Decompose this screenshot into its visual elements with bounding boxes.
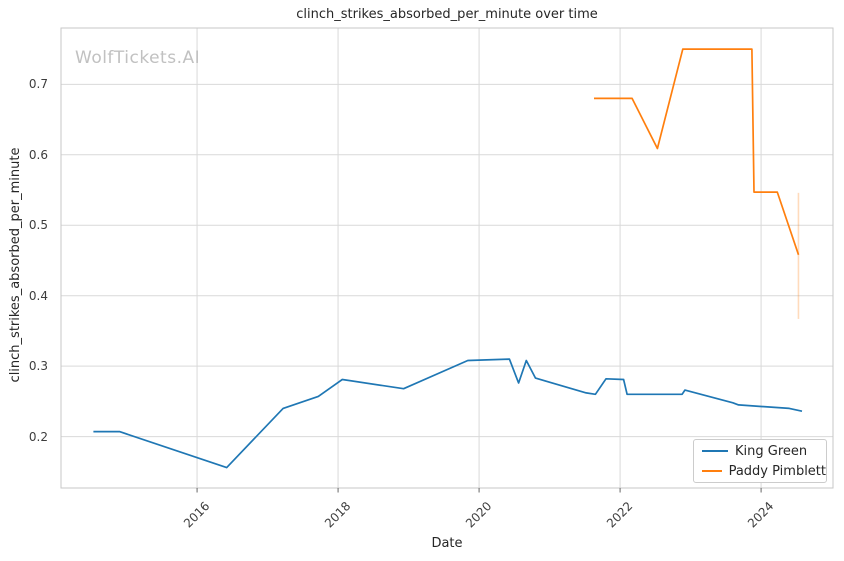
plot-border (60, 27, 834, 489)
y-tick-label: 0.4 (28, 288, 48, 303)
y-tick-label: 0.6 (28, 147, 48, 162)
legend-item-paddy-pimblett: Paddy Pimblett (702, 463, 826, 480)
y-tick-label: 0.3 (28, 359, 48, 374)
x-axis-label: Date (431, 536, 463, 551)
legend-label: Paddy Pimblett (728, 463, 826, 479)
y-tick-label: 0.5 (28, 218, 48, 233)
line-paddy-pimblett (594, 48, 800, 256)
y-tick-label: 0.2 (28, 429, 48, 444)
watermark: WolfTickets.AI (75, 48, 201, 68)
legend-item-king-green: King Green (702, 443, 826, 460)
y-tick-label: 0.7 (28, 77, 48, 92)
legend-line-sample (702, 450, 728, 452)
legend-line-sample (702, 470, 722, 472)
legend-label: King Green (735, 443, 808, 459)
line-king-green (93, 358, 803, 469)
legend: King Green Paddy Pimblett (693, 439, 827, 483)
chart-title: clinch_strikes_absorbed_per_minute over … (296, 7, 598, 22)
y-axis-label: clinch_strikes_absorbed_per_minute (8, 147, 23, 383)
